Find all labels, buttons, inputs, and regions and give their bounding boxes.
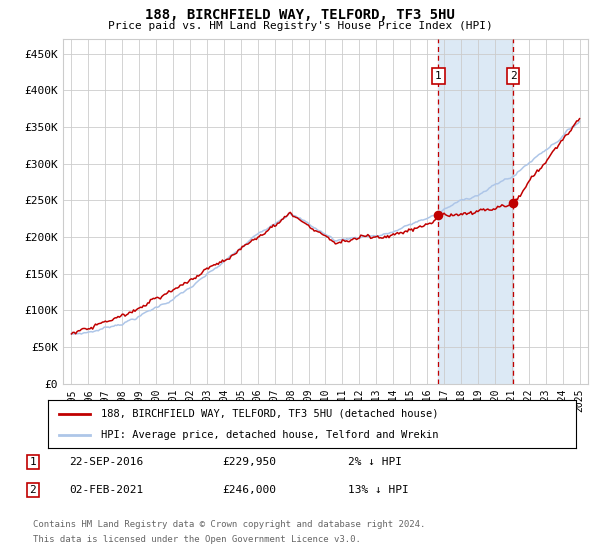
Point xyxy=(434,211,443,220)
Text: 2: 2 xyxy=(510,71,517,81)
Text: Contains HM Land Registry data © Crown copyright and database right 2024.: Contains HM Land Registry data © Crown c… xyxy=(33,520,425,529)
Text: £229,950: £229,950 xyxy=(222,457,276,467)
Text: 22-SEP-2016: 22-SEP-2016 xyxy=(69,457,143,467)
Text: 1: 1 xyxy=(435,71,442,81)
Text: HPI: Average price, detached house, Telford and Wrekin: HPI: Average price, detached house, Telf… xyxy=(101,430,438,440)
Bar xyxy=(439,39,513,384)
Point xyxy=(508,199,518,208)
Text: 02-FEB-2021: 02-FEB-2021 xyxy=(69,485,143,495)
Text: 1: 1 xyxy=(29,457,37,467)
Text: £246,000: £246,000 xyxy=(222,485,276,495)
Text: This data is licensed under the Open Government Licence v3.0.: This data is licensed under the Open Gov… xyxy=(33,535,361,544)
Text: Price paid vs. HM Land Registry's House Price Index (HPI): Price paid vs. HM Land Registry's House … xyxy=(107,21,493,31)
Text: 188, BIRCHFIELD WAY, TELFORD, TF3 5HU: 188, BIRCHFIELD WAY, TELFORD, TF3 5HU xyxy=(145,8,455,22)
Text: 2: 2 xyxy=(29,485,37,495)
Text: 2% ↓ HPI: 2% ↓ HPI xyxy=(348,457,402,467)
Text: 13% ↓ HPI: 13% ↓ HPI xyxy=(348,485,409,495)
Text: 188, BIRCHFIELD WAY, TELFORD, TF3 5HU (detached house): 188, BIRCHFIELD WAY, TELFORD, TF3 5HU (d… xyxy=(101,409,438,419)
